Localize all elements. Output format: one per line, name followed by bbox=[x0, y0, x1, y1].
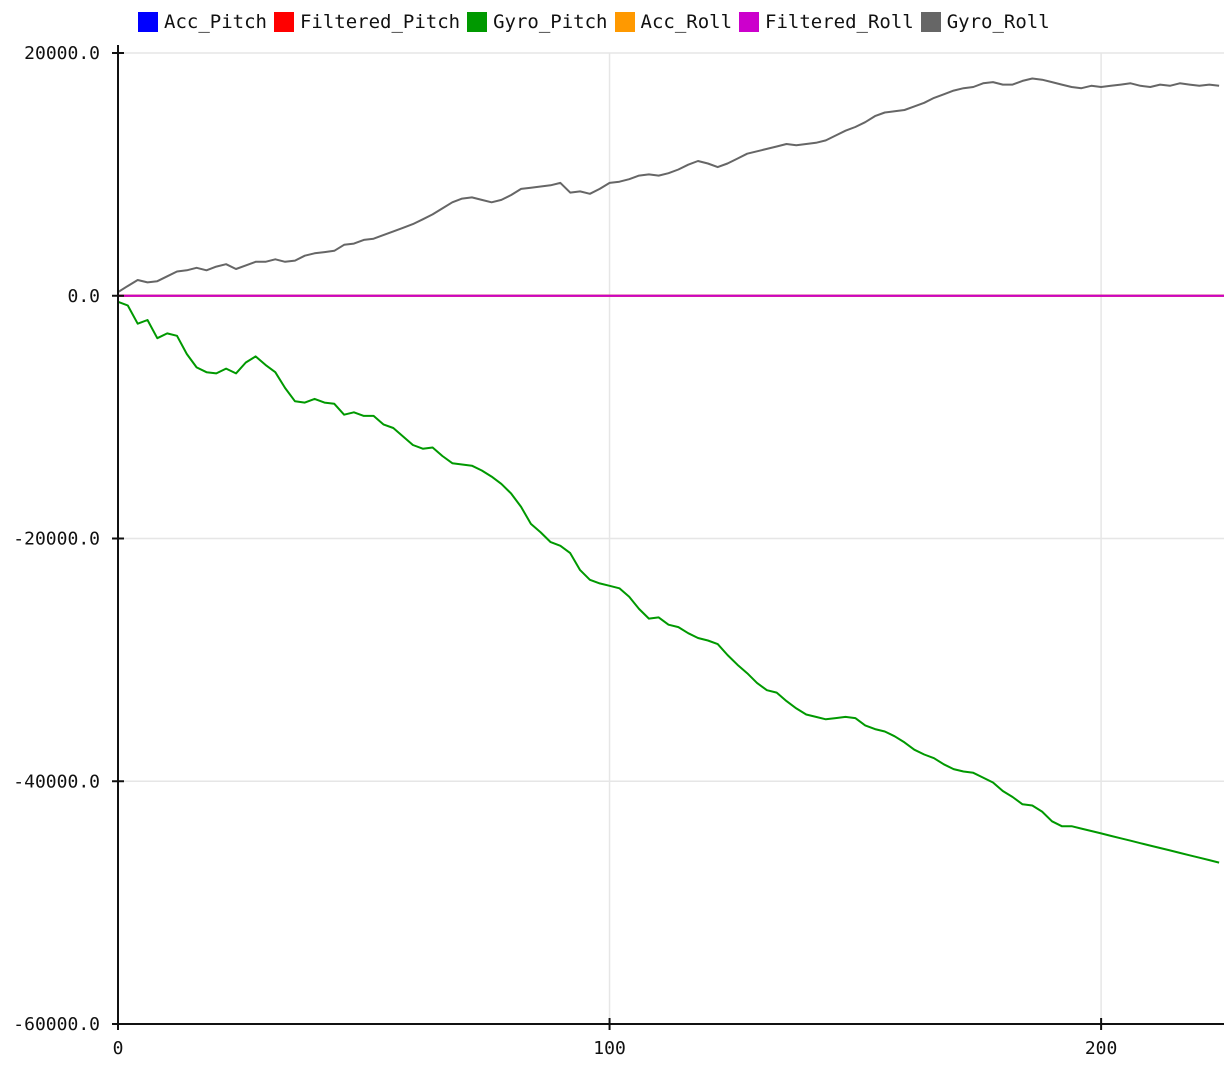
y-tick-label-2: -20000.0 bbox=[13, 529, 100, 550]
legend-swatch-filtered-pitch bbox=[273, 12, 294, 32]
legend: Acc_Pitch Filtered_Pitch Gyro_Pitch Acc_… bbox=[138, 8, 1057, 36]
legend-swatch-gyro-roll bbox=[920, 12, 941, 32]
y-tick-label-1: 0.0 bbox=[67, 286, 100, 307]
y-tick-label-0: 20000.0 bbox=[24, 43, 100, 64]
y-tick-label-3: -40000.0 bbox=[13, 771, 100, 792]
series-line-gyro-roll bbox=[117, 77, 1220, 293]
legend-label-acc-pitch: Acc_Pitch bbox=[164, 11, 267, 33]
x-tick-label-1: 100 bbox=[593, 1038, 626, 1059]
legend-swatch-filtered-roll bbox=[739, 12, 760, 32]
legend-swatch-gyro-pitch bbox=[467, 12, 488, 32]
legend-item-acc-pitch: Acc_Pitch bbox=[138, 11, 267, 33]
series-line-gyro-pitch bbox=[117, 300, 1220, 864]
legend-label-filtered-pitch: Filtered_Pitch bbox=[299, 11, 461, 33]
y-tick-label-4: -60000.0 bbox=[13, 1014, 100, 1035]
legend-label-gyro-pitch: Gyro_Pitch bbox=[493, 11, 608, 33]
legend-item-filtered-roll: Filtered_Roll bbox=[739, 11, 914, 33]
legend-item-filtered-pitch: Filtered_Pitch bbox=[273, 11, 461, 33]
legend-label-acc-roll: Acc_Roll bbox=[640, 11, 733, 33]
legend-swatch-acc-roll bbox=[614, 12, 635, 32]
legend-swatch-acc-pitch bbox=[138, 12, 158, 32]
x-tick-label-2: 200 bbox=[1085, 1038, 1118, 1059]
legend-item-gyro-pitch: Gyro_Pitch bbox=[467, 11, 608, 33]
x-tick-label-0: 0 bbox=[113, 1038, 124, 1059]
legend-label-gyro-roll: Gyro_Roll bbox=[946, 11, 1050, 33]
legend-item-acc-roll: Acc_Roll bbox=[614, 11, 733, 33]
legend-label-filtered-roll: Filtered_Roll bbox=[765, 11, 914, 33]
legend-item-gyro-roll: Gyro_Roll bbox=[920, 11, 1050, 33]
